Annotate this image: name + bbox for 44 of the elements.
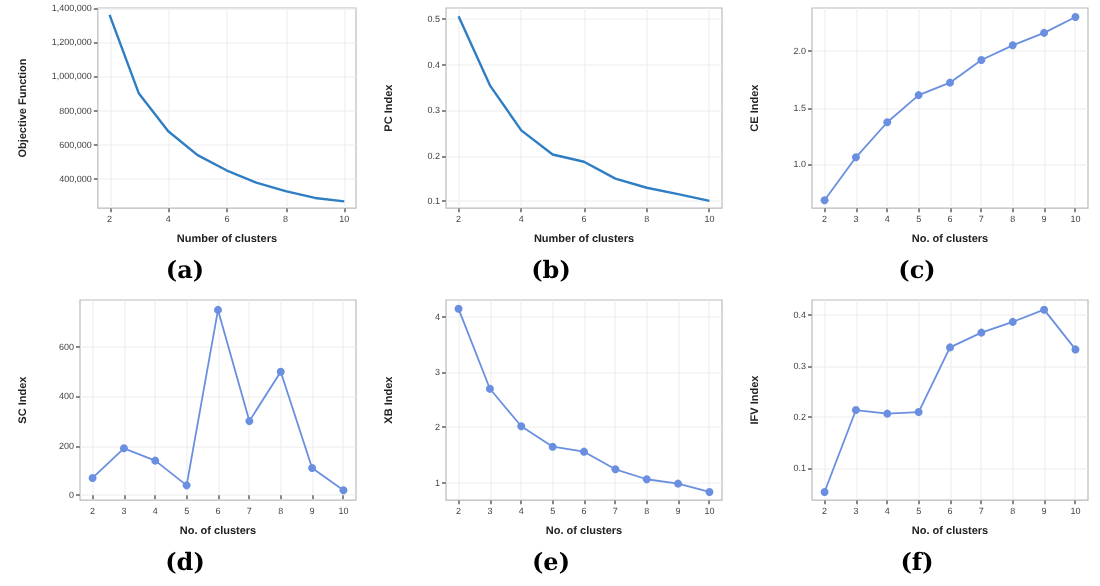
point [245, 417, 254, 426]
point [276, 367, 285, 376]
point [820, 196, 829, 205]
point [977, 328, 986, 337]
point [851, 406, 860, 415]
point [485, 384, 494, 393]
point [946, 78, 954, 87]
point [611, 465, 620, 474]
point [454, 304, 463, 313]
point [1071, 13, 1080, 22]
point [883, 409, 892, 418]
point [119, 444, 128, 453]
text: (a) [163, 256, 207, 284]
point [1008, 317, 1017, 326]
point [580, 447, 588, 456]
point [820, 488, 829, 497]
point [914, 91, 923, 100]
point [705, 487, 714, 496]
point [548, 442, 557, 451]
point [642, 475, 651, 484]
point [214, 305, 222, 314]
point [151, 456, 160, 465]
point [977, 56, 986, 65]
text: (d) [163, 548, 207, 576]
point [1008, 41, 1017, 50]
point [914, 408, 923, 417]
point [674, 479, 683, 488]
point [517, 422, 526, 431]
point [88, 473, 97, 482]
text: (f) [898, 548, 936, 576]
text: (e) [530, 548, 572, 576]
point [883, 118, 892, 127]
point [851, 153, 860, 162]
point [946, 343, 954, 352]
point [1071, 345, 1080, 354]
text: (c) [896, 256, 938, 284]
point [1040, 28, 1049, 37]
line-series [457, 14, 711, 203]
text: (b) [529, 256, 573, 284]
line-series [108, 13, 346, 203]
point [308, 464, 317, 473]
point [339, 486, 348, 495]
point [182, 481, 191, 490]
point [1040, 305, 1049, 314]
